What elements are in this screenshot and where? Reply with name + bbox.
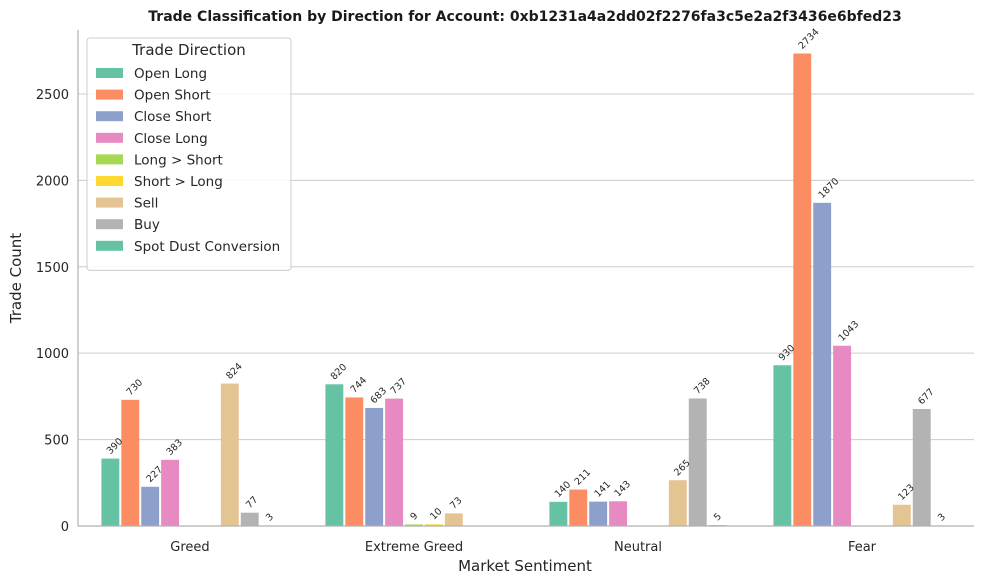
- legend-swatch: [96, 240, 123, 251]
- bar-value-label: 73: [448, 495, 464, 511]
- bar-value-label: 824: [224, 361, 245, 382]
- x-tick-label: Fear: [848, 540, 877, 555]
- bar: [589, 501, 608, 526]
- x-axis-label: Market Sentiment: [458, 557, 592, 575]
- bar-value-label: 744: [349, 375, 370, 396]
- y-tick-label: 2000: [36, 174, 69, 189]
- legend-entry: Open Short: [134, 88, 211, 104]
- bar: [405, 524, 423, 526]
- legend-swatch: [96, 111, 123, 122]
- bar: [121, 399, 140, 526]
- bar: [609, 501, 628, 526]
- bar-value-label: 77: [244, 494, 260, 510]
- legend-entry: Buy: [134, 217, 160, 233]
- bar-value-label: 3: [936, 512, 948, 524]
- bar-value-label: 677: [916, 387, 937, 408]
- bar: [569, 489, 588, 526]
- bar: [773, 365, 792, 526]
- bar-value-label: 1870: [817, 176, 842, 201]
- bar-value-label: 1043: [836, 319, 861, 344]
- bar: [325, 384, 344, 526]
- legend: Trade Direction Open Long Open Short Close …: [86, 37, 292, 271]
- bar: [141, 486, 160, 526]
- bar: [444, 513, 463, 526]
- bar-value-label: 10: [428, 506, 444, 522]
- axes-group: 0 500 1000 1500 2000 2500 Greed Extreme Greed Ne…: [36, 30, 974, 555]
- legend-entry: Short > Long: [134, 174, 223, 190]
- legend-swatch: [96, 219, 123, 230]
- legend-entry: Sell: [134, 196, 158, 212]
- legend-swatch: [96, 89, 123, 100]
- bar: [161, 459, 180, 526]
- legend-entry: Close Short: [134, 109, 211, 125]
- bar-value-label: 383: [164, 437, 185, 458]
- bar-value-label: 141: [593, 479, 614, 500]
- bar: [424, 524, 443, 526]
- x-tick-label: Extreme Greed: [365, 540, 463, 555]
- legend-entry: Close Long: [134, 131, 208, 147]
- bar: [892, 504, 911, 526]
- legend-swatch: [96, 154, 123, 165]
- y-tick-label: 2500: [36, 88, 69, 103]
- legend-entry: Spot Dust Conversion: [134, 239, 280, 255]
- y-tick-label: 1000: [36, 347, 69, 362]
- bar: [345, 397, 364, 526]
- bar: [688, 398, 707, 526]
- y-tick-label: 500: [44, 434, 69, 449]
- bar: [101, 458, 120, 526]
- bar-value-label: 211: [573, 467, 594, 488]
- y-axis-label: Trade Count: [7, 233, 25, 324]
- bar: [912, 408, 931, 526]
- bar-value-label: 143: [612, 479, 633, 500]
- bar: [793, 53, 812, 526]
- bars-group: [101, 53, 951, 526]
- bar-value-label: 5: [712, 511, 724, 523]
- bar-value-label: 737: [388, 376, 409, 397]
- legend-swatch: [96, 132, 123, 143]
- legend-entry: Long > Short: [134, 152, 223, 168]
- x-tick-label: Neutral: [614, 540, 662, 555]
- legend-entry: Open Long: [134, 66, 207, 82]
- bar-value-label: 9: [408, 511, 420, 523]
- x-tick-label: Greed: [170, 540, 209, 555]
- bar: [668, 480, 687, 526]
- bar: [220, 383, 239, 526]
- bar-value-label: 730: [125, 377, 146, 398]
- legend-swatch: [96, 68, 123, 78]
- y-tick-label: 1500: [36, 261, 69, 276]
- bar: [385, 398, 404, 526]
- bar: [365, 407, 384, 526]
- bar-value-label: 3: [264, 512, 276, 524]
- bar-value-label: 820: [329, 362, 350, 383]
- legend-title: Trade Direction: [131, 41, 246, 59]
- bar: [833, 345, 852, 526]
- legend-box: [86, 37, 292, 271]
- chart-title: Trade Classification by Direction for Ac…: [148, 9, 901, 25]
- bar-value-label: 738: [692, 376, 713, 397]
- legend-swatch: [96, 176, 123, 186]
- legend-swatch: [96, 197, 123, 208]
- bar: [549, 501, 568, 526]
- bar: [813, 202, 832, 526]
- bar-value-label: 2734: [797, 27, 822, 52]
- bar: [240, 512, 259, 526]
- y-tick-label: 0: [61, 520, 69, 535]
